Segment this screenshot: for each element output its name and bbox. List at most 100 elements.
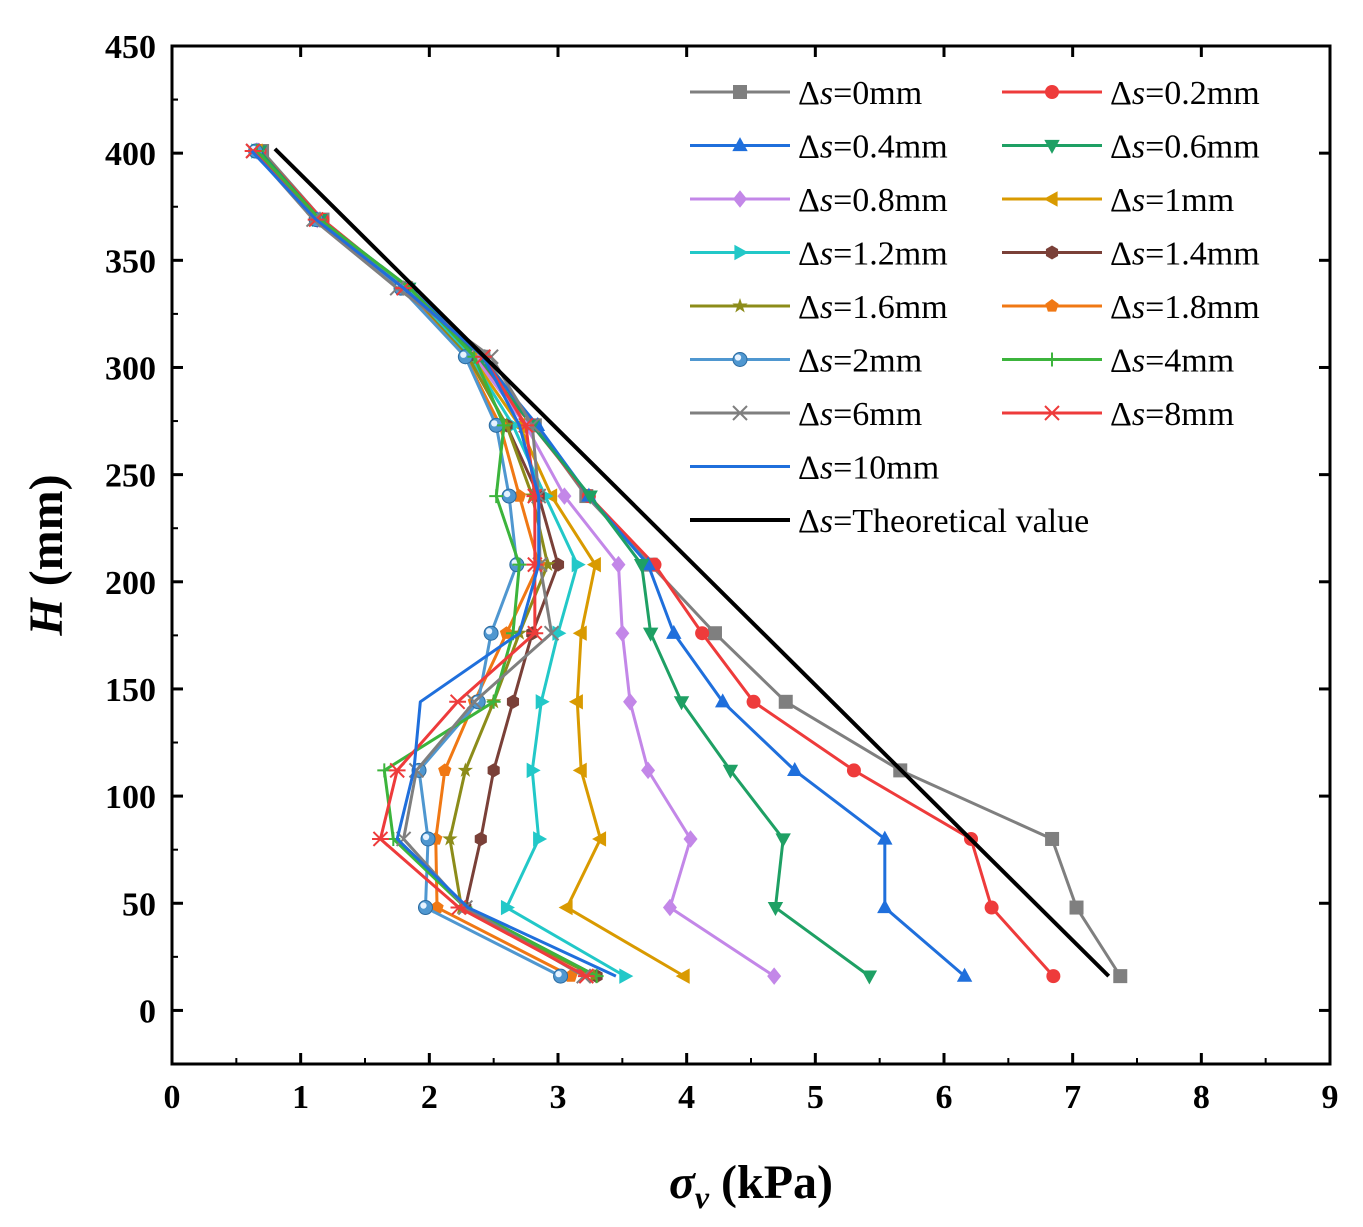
x-tick-label: 1 <box>292 1079 309 1116</box>
data-point <box>430 900 444 914</box>
series-theoretical-value <box>273 147 1111 978</box>
legend-item: Δs=6mm <box>690 396 922 433</box>
legend-var: s <box>820 182 833 219</box>
legend-item: Δs=1.4mm <box>1002 236 1260 273</box>
legend-item: Δs=0.2mm <box>1002 75 1260 112</box>
data-point <box>1069 900 1084 915</box>
x-axis-title: σv (kPa) <box>669 1156 833 1215</box>
legend-var: s <box>820 343 833 380</box>
legend-label: Δs=0mm <box>798 75 922 112</box>
data-point <box>707 626 722 641</box>
data-point <box>861 970 878 985</box>
legend-var: s <box>1132 289 1145 326</box>
legend-label: Δs=0.2mm <box>1110 75 1260 112</box>
legend-eq: =6mm <box>833 396 922 433</box>
data-point <box>438 763 452 777</box>
data-point <box>666 624 682 639</box>
data-point <box>1113 969 1128 984</box>
data-point <box>984 900 999 915</box>
legend-var: s <box>820 129 833 166</box>
legend-label: Δs=0.6mm <box>1110 129 1260 166</box>
data-point <box>512 557 527 572</box>
x-tick-label: 5 <box>807 1079 824 1116</box>
legend-eq: =0.6mm <box>1145 129 1260 166</box>
legend-eq: =Theoretical value <box>833 503 1089 540</box>
data-point <box>535 694 550 710</box>
legend-label: Δs=0.4mm <box>798 129 948 166</box>
data-point <box>787 761 803 776</box>
series-group <box>244 142 1128 985</box>
y-tick-label: 450 <box>105 29 156 66</box>
data-point <box>732 137 748 152</box>
data-point <box>457 762 474 777</box>
legend-item: Δs=0.6mm <box>1002 129 1260 166</box>
legend-delta: Δ <box>1110 75 1132 112</box>
legend-delta: Δ <box>798 503 820 540</box>
legend-var: s <box>820 450 833 487</box>
data-point <box>533 831 548 847</box>
data-point <box>592 831 607 847</box>
data-point <box>1045 85 1059 99</box>
legend-delta: Δ <box>798 236 820 273</box>
data-point <box>775 833 791 848</box>
data-point <box>623 693 638 711</box>
data-point <box>956 967 973 982</box>
data-point <box>642 627 659 642</box>
data-point <box>662 898 677 917</box>
data-point <box>372 831 389 847</box>
data-point <box>1045 352 1059 367</box>
data-point <box>449 694 467 710</box>
legend-delta: Δ <box>1110 289 1132 326</box>
legend-delta: Δ <box>798 289 820 326</box>
data-point <box>543 625 560 641</box>
legend-label: Δs=6mm <box>798 396 922 433</box>
y-axis-title-unit: (mm) <box>20 474 73 598</box>
data-point <box>526 625 544 641</box>
data-point <box>746 694 761 709</box>
legend-item: Δs=4mm <box>1002 343 1234 380</box>
legend-var: s <box>820 396 833 433</box>
x-tick-label: 4 <box>678 1079 695 1116</box>
legend-eq: =8mm <box>1145 396 1234 433</box>
x-tick-label: 6 <box>936 1079 953 1116</box>
y-tick-label: 250 <box>105 458 156 495</box>
data-point <box>1045 245 1059 260</box>
plot-background <box>172 46 1330 1064</box>
data-point <box>489 489 504 504</box>
y-axis-title: H (mm) <box>20 474 73 636</box>
plot-area <box>172 46 1330 1064</box>
data-point <box>714 693 731 708</box>
data-point <box>695 626 710 641</box>
y-tick-label: 100 <box>105 779 156 816</box>
legend-eq: =1.2mm <box>833 236 948 273</box>
data-point <box>877 830 893 845</box>
legend-var: s <box>820 503 833 540</box>
data-point <box>540 556 556 572</box>
series-line <box>250 149 617 978</box>
data-point <box>619 968 634 984</box>
x-tick-label: 9 <box>1322 1079 1339 1116</box>
data-point-highlight <box>491 420 498 427</box>
axis-titles: σv (kPa) H (mm) <box>20 474 833 1215</box>
data-point <box>474 831 487 846</box>
legend-delta: Δ <box>1110 129 1132 166</box>
legend-var: s <box>1132 129 1145 166</box>
legend-eq: =1.6mm <box>833 289 948 326</box>
legend-label: Δs=1mm <box>1110 182 1234 219</box>
data-point <box>496 418 511 433</box>
data-point-highlight <box>555 970 562 978</box>
data-point <box>1043 405 1061 421</box>
data-point-highlight <box>420 902 427 909</box>
data-point-highlight <box>503 490 511 498</box>
data-point <box>767 967 782 985</box>
series-line <box>273 147 1111 978</box>
legend-label: Δs=2mm <box>798 343 922 380</box>
legend-delta: Δ <box>798 450 820 487</box>
x-tick-label: 2 <box>421 1079 438 1116</box>
legend-eq: =0.8mm <box>833 182 948 219</box>
legend-delta: Δ <box>1110 236 1132 273</box>
data-point <box>732 405 748 421</box>
data-point <box>1045 831 1060 846</box>
